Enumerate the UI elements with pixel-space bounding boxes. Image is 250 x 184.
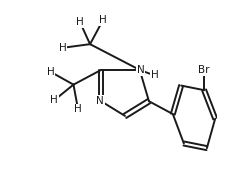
Text: H: H	[99, 15, 107, 25]
Text: N: N	[96, 96, 104, 106]
Text: H: H	[46, 67, 54, 77]
Text: Br: Br	[198, 65, 210, 75]
Text: H: H	[58, 43, 66, 53]
Text: H: H	[74, 105, 82, 114]
Text: H: H	[150, 70, 158, 80]
Text: N: N	[137, 65, 144, 75]
Text: H: H	[50, 95, 58, 105]
Text: H: H	[76, 17, 84, 27]
